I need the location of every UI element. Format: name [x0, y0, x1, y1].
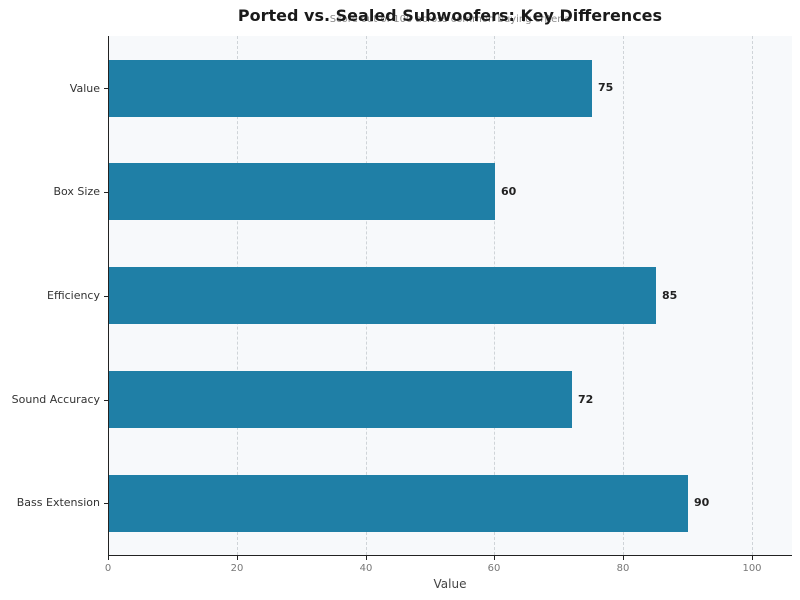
bar-value-label: 90: [694, 496, 710, 509]
x-tick-label: 20: [230, 563, 244, 574]
x-tick-label: 80: [616, 563, 630, 574]
category-label: Bass Extension: [16, 496, 100, 509]
bar-bass-extension: [109, 475, 688, 532]
bar-value-label: 75: [598, 81, 614, 94]
x-tick-label: 40: [359, 563, 373, 574]
bar-sound-accuracy: [109, 371, 572, 428]
x-tick: [752, 556, 753, 560]
category-label: Sound Accuracy: [11, 393, 100, 406]
x-tick: [623, 556, 624, 560]
category-label: Value: [69, 82, 100, 95]
bar-value-label: 60: [501, 185, 517, 198]
bar-value: [109, 60, 592, 117]
y-tick: [104, 192, 108, 193]
x-tick: [366, 556, 367, 560]
category-label: Box Size: [53, 185, 100, 198]
x-tick: [108, 556, 109, 560]
y-tick: [104, 400, 108, 401]
y-axis-line: [108, 36, 109, 556]
bar-value-label: 72: [578, 393, 594, 406]
gridline-100: [752, 36, 753, 555]
y-tick: [104, 88, 108, 89]
chart-title: Ported vs. Sealed Subwoofers: Key Differ…: [237, 6, 663, 25]
x-tick: [237, 556, 238, 560]
y-tick: [104, 503, 108, 504]
bar-value-label: 85: [662, 289, 678, 302]
bar-box-size: [109, 163, 495, 220]
bar-efficiency: [109, 267, 656, 324]
x-tick-label: 60: [487, 563, 501, 574]
x-tick-label: 100: [742, 563, 762, 574]
chart-subtitle: Score out of 100 across common buying cr…: [329, 14, 571, 25]
category-label: Efficiency: [47, 289, 100, 302]
x-tick: [494, 556, 495, 560]
x-axis-label: Value: [433, 577, 467, 591]
x-tick-label: 0: [104, 563, 112, 574]
y-tick: [104, 296, 108, 297]
x-axis-line: [108, 555, 792, 556]
